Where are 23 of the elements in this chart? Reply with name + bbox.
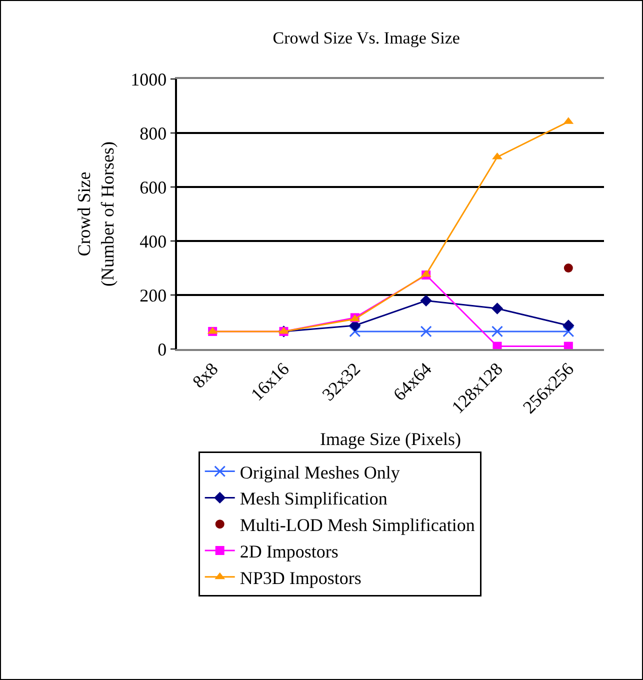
y-tick-label: 600 [140,177,167,198]
y-axis-title: Crowd Size (Number of Horses) [74,142,118,286]
y-tick-label: 200 [140,285,167,306]
x-axis-title: Image Size (Pixels) [320,428,461,449]
legend-label: 2D Impostors [240,542,338,562]
point [349,326,361,338]
legend-label: Multi-LOD Mesh Simplification [240,515,475,536]
point [492,326,503,338]
point [420,326,432,338]
chart-title: Crowd Size Vs. Image Size [272,28,460,48]
y-tick-label: 400 [140,231,167,252]
y-tick-label: 800 [140,123,167,144]
point [491,302,504,314]
legend-label: Original Meshes Only [240,462,400,482]
legend-label: Mesh Simplification [240,488,388,509]
point [420,294,432,307]
point [564,264,573,272]
y-tick-label: 0 [158,339,167,360]
legend-label: NP3D Impostors [240,568,362,588]
y-tick-label: 1000 [130,69,167,90]
x-tick-label: 8x8 [188,358,222,392]
point [562,326,574,338]
point [562,320,574,332]
